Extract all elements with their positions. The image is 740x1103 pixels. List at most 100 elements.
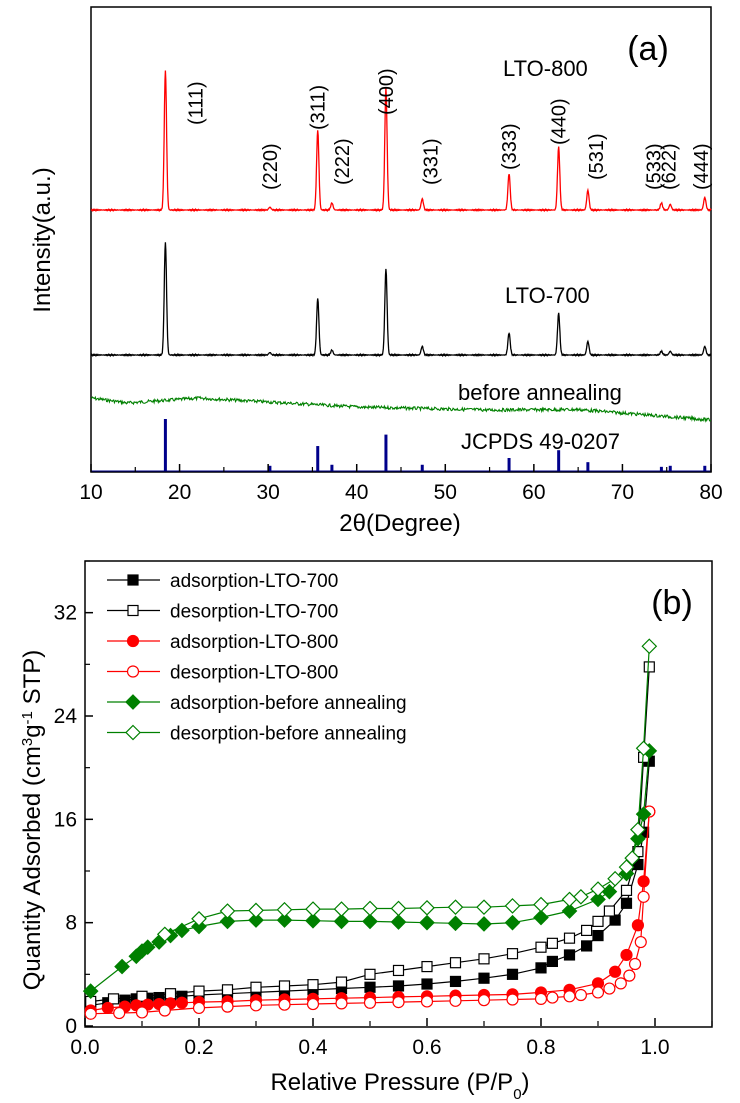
panel-a-hkl-labels: (111) (220) (311)(222) (400) (331) (333) (440)… [185,68,712,190]
hkl-label: (400) [376,68,398,115]
data-point [618,859,635,875]
hkl-label: (333) [499,123,521,170]
data-point [603,982,616,995]
x-tick-label: 0.4 [298,1036,328,1059]
series-desorption-lto-700 [85,661,655,1008]
series-line [90,761,650,1006]
data-point [580,924,593,937]
series-desorption-lto-800 [84,805,656,1020]
trace-lto-700 [90,242,712,358]
legend-label: desorption-LTO-700 [170,602,338,623]
panel-a-letter: (a) [627,30,669,68]
x-tick-label: 0.8 [526,1036,555,1059]
data-point [219,913,236,930]
data-point [506,948,519,960]
hkl-label: (111) [185,81,207,125]
trace-label-jcpds: JCPDS 49-0207 [461,429,620,454]
legend-label: adsorption-before annealing [170,693,407,714]
data-point [614,977,627,990]
panel-b: 0.0 0.2 0.4 0.6 0.8 1.0 0 8 16 24 32 adsorption-LT… [19,560,713,1103]
data-point [278,998,291,1011]
hkl-label: (311) [308,85,330,130]
legend-marker [127,604,139,617]
data-point [635,740,652,757]
data-point [630,821,646,838]
x-tick-label: 30 [256,481,279,504]
series-line [164,646,650,935]
data-point [82,983,99,999]
panel-a-x-ticks: 10 20 30 40 50 60 70 80 [79,464,723,504]
data-point [603,905,616,917]
data-point [623,969,636,982]
data-point [191,910,207,927]
data-point [574,988,588,1002]
hkl-label: (533) [643,143,665,190]
data-point [563,932,576,944]
legend-marker [125,724,141,741]
data-point [447,915,464,932]
panel-b-axis-ticks: 0.0 0.2 0.4 0.6 0.8 1.0 0 8 16 24 32 [54,560,713,1059]
trace-lto-800 [90,70,712,213]
data-point [607,870,623,887]
data-point [390,914,407,930]
panel-a-traces [90,70,712,472]
data-point [630,830,646,847]
data-point [478,953,490,965]
data-point [364,981,376,993]
data-point [335,976,348,988]
panel-a-x-axis-title: 2θ(Degree) [339,510,460,537]
x-tick-label: 1.0 [640,1036,669,1059]
hkl-label: (220) [260,143,282,190]
data-point [306,997,320,1011]
legend-label: desorption-LTO-800 [170,663,338,684]
data-point [276,901,293,918]
data-point [478,972,490,984]
data-point [219,903,236,919]
x-tick-label: 0.0 [70,1036,99,1059]
data-point [139,939,156,956]
panel-b-legend: adsorption-LTO-700 desorption-LTO-700 adso… [107,571,407,745]
data-point [419,899,435,916]
data-point [590,881,606,897]
trace-label-lto800: LTO-800 [503,56,588,81]
data-point [535,962,547,974]
data-point [362,900,378,917]
panel-b-x-axis-title: Relative Pressure (P/P0) [270,1069,529,1103]
data-point [476,899,492,916]
panel-b-frame [84,560,713,1028]
trace-label-before-annealing: before annealing [458,380,622,405]
data-point [113,1006,126,1020]
data-point [608,965,622,978]
data-point [546,991,559,1004]
legend-marker [126,665,140,678]
data-point [620,884,633,896]
data-point [392,964,405,977]
data-point [620,897,633,909]
x-tick-label: 60 [522,481,545,504]
data-point [392,980,405,992]
data-point [609,914,621,926]
data-point [135,1006,149,1019]
data-point [563,949,576,961]
data-point [248,902,264,919]
legend-item: desorption-LTO-700 [107,602,338,623]
data-point [504,898,521,914]
x-tick-label: 10 [79,481,102,504]
data-point [506,993,519,1006]
legend-label: desorption-before annealing [170,724,407,745]
data-point [420,995,434,1008]
data-point [193,985,205,997]
data-point [175,996,188,1009]
data-point [449,994,462,1007]
data-point [533,909,549,926]
data-point [84,1007,97,1020]
hkl-label: (331) [420,138,442,185]
data-point [592,929,604,942]
data-point [363,996,377,1009]
data-point [563,990,576,1003]
data-point [477,994,491,1007]
data-point [641,638,658,655]
legend-marker [125,694,141,710]
data-point [164,988,177,1000]
legend-item: desorption-before annealing [107,724,407,745]
